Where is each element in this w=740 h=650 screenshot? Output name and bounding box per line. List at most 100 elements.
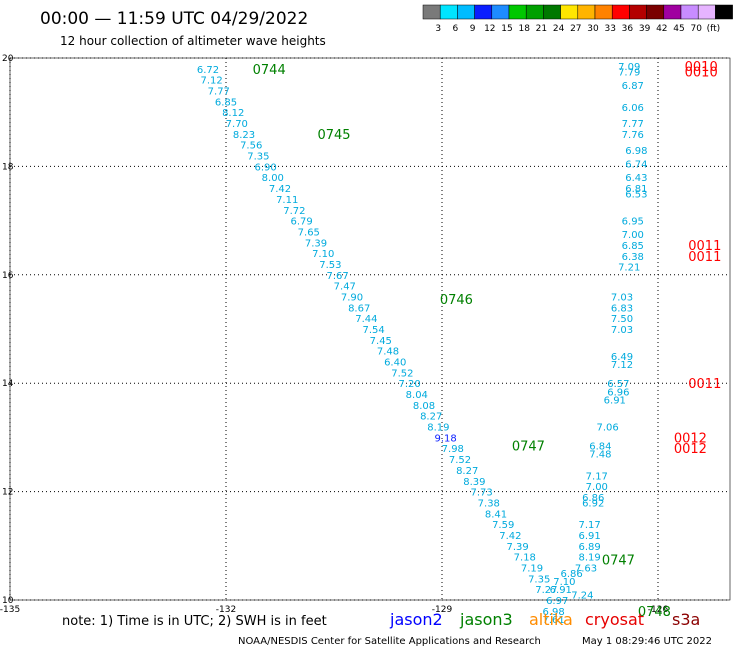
wave-height-value: 7.98 [442, 444, 464, 455]
wave-height-value: 7.27 [535, 585, 557, 596]
wave-height-value: 8.19 [427, 423, 449, 434]
wave-height-value: 7.76 [622, 130, 644, 141]
wave-height-value: 7.59 [492, 520, 514, 531]
wave-height-value: 6.90 [254, 162, 276, 173]
wave-height-value: 7.00 [586, 482, 608, 493]
wave-height-value: 6.86 [582, 493, 604, 504]
pass-time-label: 0747 [512, 440, 545, 455]
wave-height-value: 8.23 [233, 130, 255, 141]
grid-lines [9, 57, 731, 601]
wave-height-value: 7.67 [326, 271, 348, 282]
x-tick-label: -129 [432, 605, 453, 615]
legend-label: 21 [536, 24, 547, 34]
legend-label: 12 [484, 24, 495, 34]
wave-height-value: 6.72 [197, 65, 219, 76]
wave-height-value: 7.12 [611, 360, 633, 371]
x-tick-label: -132 [216, 605, 236, 615]
color-legend: 3 6 9 12 15 18 21 24 27 30 33 36 39 42 45 70 (ft) [422, 4, 733, 34]
wave-height-value: 6.40 [384, 358, 406, 369]
wave-height-value: 7.20 [398, 379, 420, 390]
legend-label: 3 [435, 24, 441, 34]
legend-swatch [577, 4, 596, 20]
wave-height-value: 7.19 [521, 563, 543, 574]
satellite-jason3: jason3 [459, 610, 513, 629]
wave-height-value: 7.54 [362, 325, 384, 336]
wave-height-value: 8.19 [578, 553, 600, 564]
y-tick-label: 12 [2, 488, 13, 498]
legend-swatch [663, 4, 682, 20]
pass-time-label: 0747 [602, 553, 635, 568]
wave-height-value: 7.52 [449, 455, 471, 466]
legend-swatch [594, 4, 613, 20]
wave-height-value: 7.11 [276, 195, 298, 206]
legend-swatch [457, 4, 475, 20]
legend-label: 18 [518, 24, 530, 34]
wave-height-value: 6.74 [625, 160, 647, 171]
pass-time-labels: 0744074507460747074707480010001000110011… [253, 60, 722, 620]
y-tick-label: 14 [2, 379, 14, 389]
footer-note: note: 1) Time is in UTC; 2) SWH is in fe… [62, 614, 327, 629]
wave-height-value: 7.42 [269, 184, 291, 195]
satellite-altika: altika [529, 610, 573, 629]
page-title: 00:00 — 11:59 UTC 04/29/2022 [40, 9, 308, 29]
wave-height-value: 7.61 [542, 615, 564, 626]
legend-swatch [611, 4, 630, 20]
wave-height-value: 7.35 [528, 574, 550, 585]
wave-height-value: 6.91 [550, 585, 572, 596]
page-subtitle: 12 hour collection of altimeter wave hei… [60, 34, 326, 48]
x-tick-labels: -135-132-129-126-123-120 [0, 605, 668, 615]
wave-height-value: 6.95 [622, 217, 644, 228]
legend-swatch [646, 4, 665, 20]
timestamp: May 1 08:29:46 UTC 2022 [582, 636, 712, 647]
wave-height-value: 7.77 [622, 119, 644, 130]
wave-height-value: 6.43 [625, 173, 647, 184]
pass-time-label: 0745 [317, 128, 350, 143]
pass-time-label: 0010 [685, 60, 718, 75]
wave-height-value: 7.06 [596, 423, 618, 434]
wave-height-value: 7.24 [571, 591, 593, 602]
wave-height-value: 6.53 [625, 190, 647, 201]
wave-height-value: 6.85 [622, 241, 644, 252]
wave-height-value: 8.67 [348, 303, 370, 314]
wave-height-value: 7.77 [208, 87, 230, 98]
wave-height-value: 7.45 [370, 336, 392, 347]
wave-height-value: 8.00 [262, 173, 284, 184]
wave-height-value: 7.65 [298, 227, 320, 238]
wave-height-value: 6.38 [622, 252, 644, 263]
legend-swatch [680, 4, 699, 20]
wave-height-value: 7.18 [514, 553, 536, 564]
legend-label: 24 [553, 24, 565, 34]
wave-height-value: 6.92 [582, 498, 604, 509]
satellite-s3a: s3a [672, 610, 700, 629]
wave-height-value: 8.27 [456, 466, 478, 477]
legend-label: (ft) [707, 24, 721, 34]
wave-height-value: 7.70 [226, 119, 248, 130]
satellite-legend: jason2 jason3 altika cryosat s3a [389, 610, 700, 629]
pass-time-label: 0011 [688, 377, 721, 392]
wave-height-value: 7.10 [553, 577, 575, 588]
legend-label: 36 [622, 24, 634, 34]
wave-height-value: 6.86 [560, 569, 582, 580]
wave-height-value: 6.79 [290, 217, 312, 228]
wave-height-value: 7.47 [334, 282, 356, 293]
wave-height-value: 7.21 [618, 263, 640, 274]
legend-swatch [508, 4, 527, 20]
wave-height-value: 6.98 [625, 146, 647, 157]
wave-height-value: 7.03 [611, 325, 633, 336]
legend-swatch [697, 4, 716, 20]
wave-height-value: 6.85 [215, 97, 237, 108]
wave-height-value: 7.63 [575, 563, 597, 574]
y-tick-label: 18 [2, 162, 14, 172]
wave-height-value: 7.10 [312, 249, 334, 260]
pass-time-label: 0746 [440, 293, 473, 308]
wave-height-value: 7.38 [478, 498, 500, 509]
legend-swatch [560, 4, 579, 20]
wave-height-value: 6.57 [607, 379, 629, 390]
pass-time-label: 0748 [638, 605, 671, 620]
pass-time-label: 0010 [685, 66, 718, 81]
wave-height-value: 8.39 [463, 477, 485, 488]
wave-height-value: 8.12 [222, 108, 244, 119]
wave-height-value: 6.91 [578, 531, 600, 542]
legend-swatch [439, 4, 458, 20]
